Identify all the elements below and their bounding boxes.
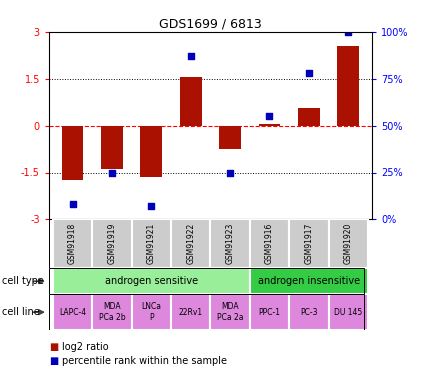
- Text: LAPC-4: LAPC-4: [59, 308, 86, 316]
- Bar: [289, 294, 329, 330]
- Bar: [210, 219, 250, 268]
- Bar: [219, 126, 241, 149]
- Bar: [337, 46, 359, 126]
- Bar: [92, 294, 132, 330]
- Bar: [132, 294, 171, 330]
- Text: GSM91916: GSM91916: [265, 223, 274, 264]
- Text: GSM91922: GSM91922: [186, 223, 195, 264]
- Bar: [289, 219, 329, 268]
- Text: DU 145: DU 145: [334, 308, 363, 316]
- Text: GSM91919: GSM91919: [108, 223, 116, 264]
- Bar: [53, 268, 250, 294]
- Text: ■: ■: [49, 342, 58, 352]
- Bar: [250, 268, 368, 294]
- Text: cell line: cell line: [2, 307, 40, 317]
- Bar: [250, 219, 289, 268]
- Text: GSM91918: GSM91918: [68, 223, 77, 264]
- Bar: [259, 124, 280, 126]
- Title: GDS1699 / 6813: GDS1699 / 6813: [159, 18, 262, 31]
- Bar: [298, 108, 320, 126]
- Text: GSM91923: GSM91923: [226, 223, 235, 264]
- Bar: [53, 219, 92, 268]
- Point: [108, 170, 115, 176]
- Bar: [140, 126, 162, 177]
- Bar: [92, 219, 132, 268]
- Bar: [171, 294, 210, 330]
- Point: [69, 201, 76, 207]
- Point: [266, 113, 273, 119]
- Bar: [132, 219, 171, 268]
- Text: GSM91921: GSM91921: [147, 223, 156, 264]
- Text: cell type: cell type: [2, 276, 44, 286]
- Point: [345, 29, 351, 35]
- Text: MDA
PCa 2b: MDA PCa 2b: [99, 303, 125, 322]
- Point: [306, 70, 312, 76]
- Point: [187, 53, 194, 59]
- Text: LNCa
P: LNCa P: [141, 303, 162, 322]
- Bar: [329, 294, 368, 330]
- Text: PPC-1: PPC-1: [258, 308, 280, 316]
- Text: androgen insensitive: androgen insensitive: [258, 276, 360, 286]
- Bar: [329, 219, 368, 268]
- Text: androgen sensitive: androgen sensitive: [105, 276, 198, 286]
- Text: 22Rv1: 22Rv1: [178, 308, 203, 316]
- Point: [148, 203, 155, 209]
- Bar: [210, 294, 250, 330]
- Text: percentile rank within the sample: percentile rank within the sample: [62, 356, 227, 366]
- Text: ■: ■: [49, 356, 58, 366]
- Text: GSM91920: GSM91920: [344, 223, 353, 264]
- Bar: [101, 126, 123, 170]
- Bar: [62, 126, 83, 180]
- Bar: [171, 219, 210, 268]
- Bar: [53, 294, 92, 330]
- Text: PC-3: PC-3: [300, 308, 317, 316]
- Bar: [250, 294, 289, 330]
- Bar: [180, 77, 201, 126]
- Point: [227, 170, 233, 176]
- Text: GSM91917: GSM91917: [304, 223, 313, 264]
- Text: log2 ratio: log2 ratio: [62, 342, 108, 352]
- Text: MDA
PCa 2a: MDA PCa 2a: [217, 303, 244, 322]
